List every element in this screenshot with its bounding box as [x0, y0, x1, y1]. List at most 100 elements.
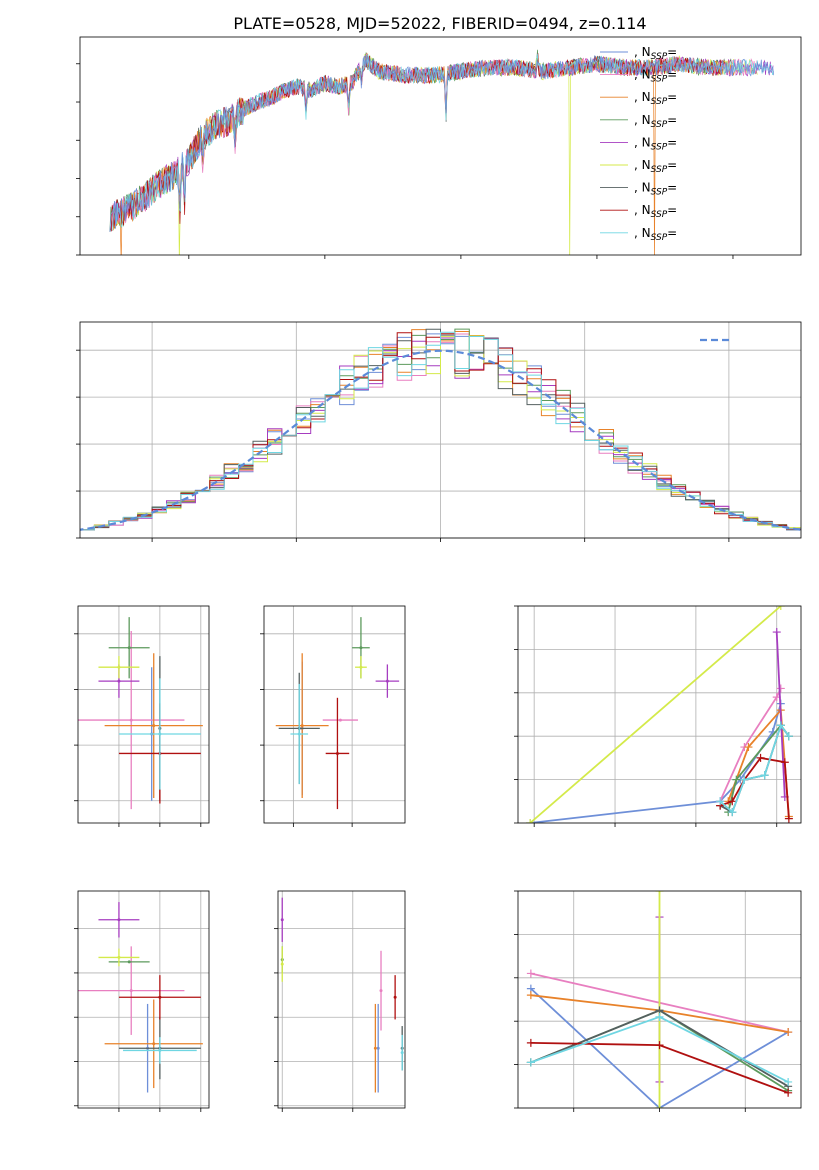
data-point: [158, 732, 162, 736]
legend-nssp-eq: =: [667, 226, 677, 240]
legend-nssp-eq: =: [667, 45, 677, 59]
age-vs-mass-panel: [260, 605, 406, 827]
series-marker: [776, 606, 785, 610]
legend-entry: , NSSP=: [634, 158, 677, 175]
residuals-panel: [76, 321, 802, 542]
axes-frame: [79, 36, 802, 256]
series-marker: [784, 1077, 793, 1086]
series-marker: [728, 808, 737, 817]
legend-nssp-prefix: , N: [634, 158, 651, 172]
axes-frame: [79, 321, 802, 539]
legend-nssp-prefix: , N: [634, 226, 651, 240]
legend-nssp-prefix: , N: [634, 68, 651, 82]
legend-nssp-eq: =: [667, 90, 677, 104]
series-marker: [655, 1104, 664, 1108]
series-marker: [772, 628, 781, 637]
series-marker: [526, 1038, 535, 1047]
plot-area: [280, 897, 404, 1093]
series-line: [719, 688, 782, 802]
legend-entry: , NSSP=: [634, 113, 677, 130]
legend-nssp-subscript: SSP: [651, 120, 668, 130]
legend-nssp-prefix: , N: [634, 90, 651, 104]
data-point: [127, 960, 131, 964]
series-marker: [728, 797, 737, 806]
series-marker: [655, 1041, 664, 1050]
legend-nssp-eq: =: [667, 135, 677, 149]
series-marker: [784, 1028, 793, 1037]
data-point: [129, 989, 133, 993]
legend-nssp-eq: =: [667, 158, 677, 172]
series-marker: [776, 721, 785, 730]
data-point: [335, 751, 339, 755]
data-point: [373, 1046, 377, 1050]
data-point: [152, 724, 156, 728]
legend-nssp-subscript: SSP: [651, 233, 668, 243]
plot-area: [109, 49, 775, 255]
data-point: [338, 718, 342, 722]
mass-vs-metallicity-panel: [74, 890, 210, 1112]
plot-area: [78, 902, 203, 1093]
legend-nssp-subscript: SSP: [651, 97, 668, 107]
legend-nssp-subscript: SSP: [651, 142, 668, 152]
axes-frame: [277, 890, 406, 1109]
series-marker: [526, 1058, 535, 1067]
legend-nssp-subscript: SSP: [651, 188, 668, 198]
data-point: [117, 665, 121, 669]
series-marker: [655, 891, 664, 895]
series-marker: [784, 1088, 793, 1097]
data-point: [127, 646, 131, 650]
spectrum-line: [109, 54, 775, 232]
data-point: [393, 995, 397, 999]
mass-vs-ebv-panel: [274, 890, 406, 1112]
legend-entry: , NSSP=: [634, 45, 677, 62]
spectrum-line: [112, 54, 758, 255]
series-marker: [716, 797, 725, 806]
legend-nssp-subscript: SSP: [651, 210, 668, 220]
legend-nssp-eq: =: [667, 68, 677, 82]
series-line: [719, 756, 790, 819]
data-point: [280, 918, 284, 922]
series-marker: [526, 991, 535, 1000]
legend-nssp-eq: =: [667, 203, 677, 217]
series-line: [719, 723, 790, 814]
series-marker: [760, 771, 769, 780]
massweight-vs-metallicity-panel: [514, 890, 802, 1112]
data-point: [117, 918, 121, 922]
histogram-step: [80, 331, 801, 531]
legend-entry: , NSSP=: [634, 90, 677, 107]
axes-frame: [263, 605, 406, 824]
series-marker: [744, 743, 753, 752]
series-marker: [740, 775, 749, 784]
legend-entry: , NSSP=: [634, 181, 677, 198]
plot-area: [78, 617, 203, 810]
legend-nssp-prefix: , N: [634, 113, 651, 127]
data-point: [300, 724, 304, 728]
series-line: [719, 723, 790, 814]
legend-nssp-subscript: SSP: [651, 165, 668, 175]
legend-entry: , NSSP=: [634, 226, 677, 243]
axes-frame: [517, 605, 802, 824]
legend-nssp-subscript: SSP: [651, 75, 668, 85]
legend-nssp-eq: =: [667, 181, 677, 195]
legend-nssp-prefix: , N: [634, 45, 651, 59]
age-vs-metallicity-panel: [74, 605, 210, 827]
data-point: [297, 732, 301, 736]
legend-nssp-eq: =: [667, 113, 677, 127]
legend-nssp-prefix: , N: [634, 135, 651, 149]
axes-frame: [77, 890, 210, 1109]
legend-nssp-subscript: SSP: [651, 52, 668, 62]
series-marker: [780, 758, 789, 767]
series-marker: [756, 753, 765, 762]
data-point: [379, 989, 383, 993]
plot-area: [80, 328, 801, 531]
legend-entry: , NSSP=: [634, 68, 677, 85]
series-marker: [784, 732, 793, 741]
axes-frame: [517, 890, 802, 1109]
data-point: [152, 1042, 156, 1046]
massweight-vs-age-panel: [514, 605, 802, 827]
data-point: [117, 955, 121, 959]
series-line: [775, 631, 786, 798]
legend-entry: , NSSP=: [634, 135, 677, 152]
data-point: [359, 646, 363, 650]
